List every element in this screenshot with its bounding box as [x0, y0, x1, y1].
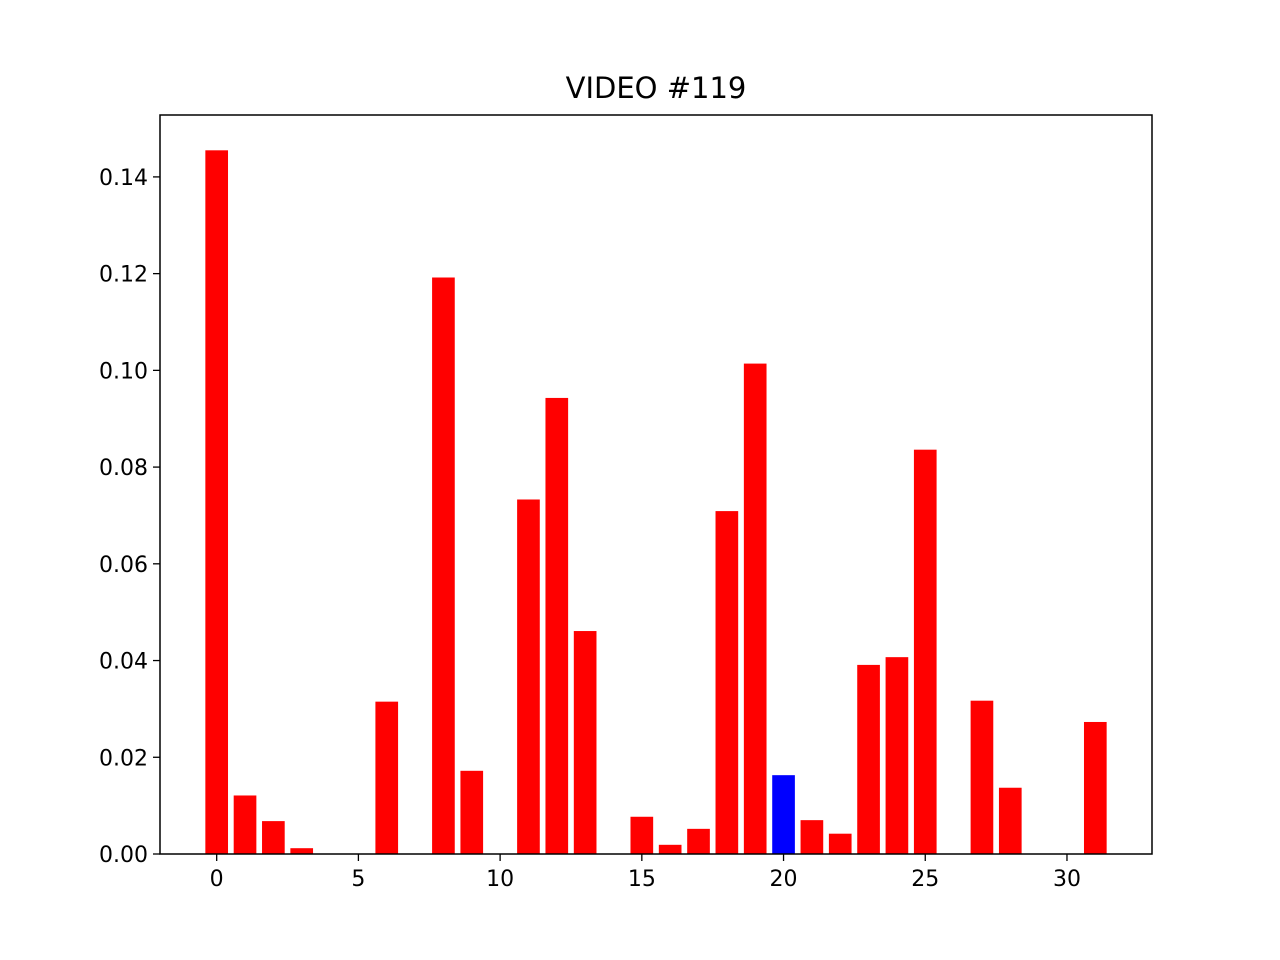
bar-15 — [630, 816, 654, 854]
bar-31 — [1083, 721, 1107, 854]
bar-25 — [913, 449, 937, 854]
bar-13 — [573, 631, 597, 854]
x-axis-ticks: 0 5 10 15 20 25 30 — [210, 854, 1081, 892]
x-tick-label: 20 — [770, 867, 798, 892]
x-tick-label: 0 — [210, 867, 224, 892]
bars-group — [205, 150, 1107, 854]
bar-8 — [432, 277, 455, 854]
bar-19 — [743, 363, 767, 854]
bar-2 — [262, 821, 285, 854]
bar-16 — [658, 844, 682, 854]
bar-22 — [828, 833, 852, 854]
bar-0 — [205, 150, 229, 854]
bar-9 — [460, 770, 484, 854]
y-tick-label: 0.06 — [99, 553, 148, 578]
bar-23 — [857, 664, 880, 854]
bar-12 — [545, 397, 569, 854]
bar-21 — [800, 820, 824, 854]
x-tick-label: 30 — [1053, 867, 1081, 892]
x-tick-label: 10 — [486, 867, 514, 892]
bar-1 — [233, 795, 257, 854]
bar-11 — [517, 499, 540, 854]
y-tick-label: 0.14 — [99, 166, 148, 191]
y-axis-ticks: 0.00 0.02 0.04 0.06 0.08 0.10 0.12 0.14 — [99, 166, 160, 868]
x-tick-label: 5 — [351, 867, 365, 892]
bar-27 — [970, 700, 994, 854]
y-tick-label: 0.08 — [99, 456, 148, 481]
y-tick-label: 0.10 — [99, 359, 148, 384]
bar-28 — [998, 787, 1022, 854]
bar-24 — [885, 657, 909, 854]
x-tick-label: 25 — [911, 867, 939, 892]
y-tick-label: 0.04 — [99, 650, 148, 675]
bar-20 — [772, 775, 795, 854]
y-tick-label: 0.02 — [99, 746, 148, 771]
bar-18 — [715, 511, 739, 854]
x-tick-label: 15 — [628, 867, 656, 892]
plot-area-frame — [159, 114, 1153, 855]
bar-3 — [290, 848, 314, 854]
bar-6 — [375, 701, 399, 854]
bar-17 — [687, 828, 710, 854]
y-tick-label: 0.00 — [99, 843, 148, 868]
y-tick-label: 0.12 — [99, 263, 148, 288]
chart-title: VIDEO #119 — [566, 71, 747, 105]
